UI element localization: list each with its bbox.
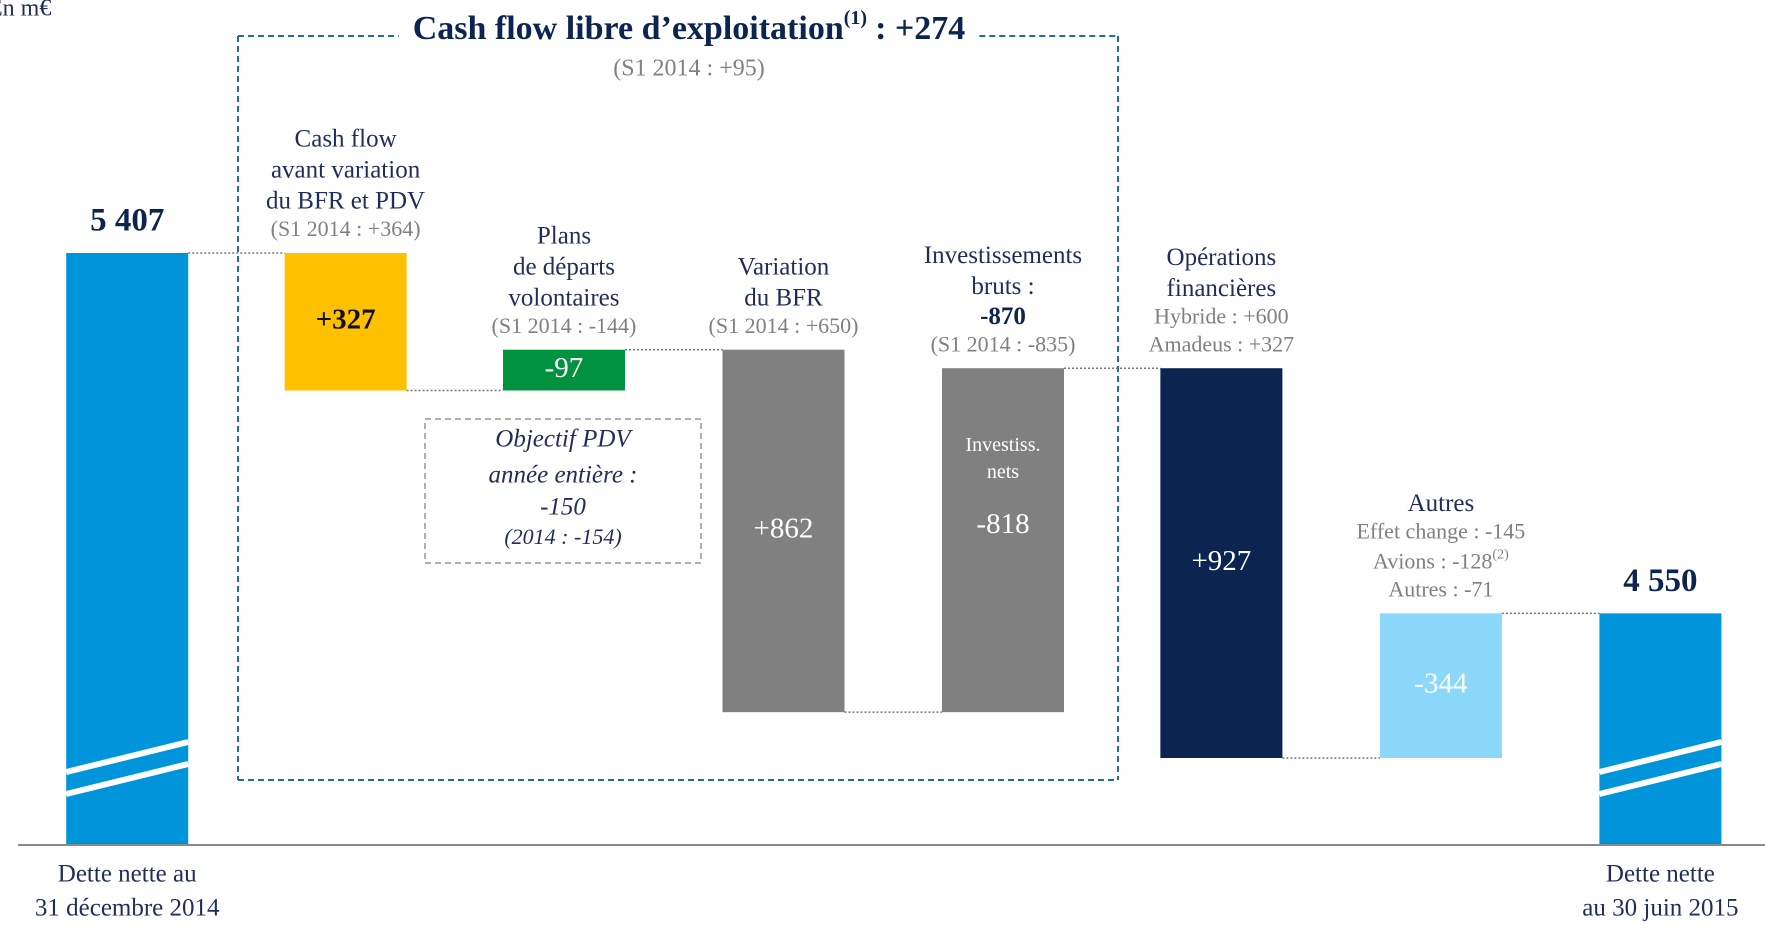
- title-suffix: : +274: [875, 10, 965, 47]
- title-main: Cash flow libre d’exploitation: [413, 10, 844, 47]
- value-label: +927: [1191, 545, 1251, 577]
- note-label: Effet change : -145: [1356, 518, 1525, 543]
- axis-break: [1598, 739, 1723, 775]
- title-note: (1): [844, 7, 867, 29]
- bar: [722, 349, 845, 713]
- category-label: Cash flow: [295, 126, 397, 153]
- bar: [284, 253, 407, 391]
- value-label: 5 407: [90, 203, 164, 239]
- note-sup: (2): [1492, 548, 1509, 563]
- bar: [1599, 613, 1722, 844]
- bar: [1379, 613, 1502, 758]
- category-label: volontaires: [508, 284, 619, 311]
- note-label: Autres : -71: [1388, 576, 1493, 601]
- subtitle: (S1 2014 : +95): [613, 56, 765, 82]
- bar: [1160, 368, 1283, 758]
- category-label: bruts :: [971, 273, 1034, 300]
- note-label: -870: [980, 303, 1026, 330]
- axis-break: [65, 739, 189, 775]
- note-label: Amadeus : +327: [1149, 331, 1295, 356]
- value-label: +862: [754, 513, 814, 545]
- category-label: Dette nette: [1606, 861, 1715, 888]
- axis-break: [65, 761, 189, 797]
- category-label: Variation: [738, 253, 830, 280]
- chart-title: Cash flow libre d’exploitation(1) : +274: [413, 7, 966, 47]
- value-label: 4 550: [1623, 563, 1697, 599]
- value-label: +327: [316, 303, 376, 335]
- note-label: (S1 2014 : +650): [709, 313, 859, 338]
- category-label: du BFR: [744, 284, 823, 311]
- note-label: Hybride : +600: [1154, 303, 1289, 328]
- category-label: Investissements: [924, 242, 1082, 269]
- note-label: (S1 2014 : -144): [492, 313, 637, 338]
- note-text: -870: [980, 303, 1026, 330]
- category-label: Dette nette au: [58, 861, 197, 888]
- bar: [502, 349, 625, 391]
- category-label: Autres: [1408, 490, 1475, 517]
- note-label: (S1 2014 : +364): [271, 216, 421, 241]
- category-label: au 30 juin 2015: [1582, 895, 1738, 922]
- note-text: Avions : -128: [1373, 548, 1492, 573]
- objective-text: année entière :: [489, 462, 638, 489]
- note-label: (S1 2014 : -835): [931, 331, 1076, 356]
- unit-label: En m€: [0, 0, 51, 22]
- category-label: financières: [1167, 275, 1277, 302]
- objective-text: Objectif PDV: [495, 426, 633, 453]
- category-label: Opérations: [1167, 244, 1277, 271]
- category-label: de départs: [513, 253, 615, 280]
- category-label: 31 décembre 2014: [35, 895, 220, 922]
- inner-label: Investiss.: [965, 434, 1040, 456]
- value-label: -344: [1414, 667, 1468, 699]
- objective-text: (2014 : -154): [504, 524, 621, 549]
- inner-label: nets: [987, 461, 1019, 483]
- value-label: -97: [545, 352, 584, 384]
- bar: [941, 368, 1064, 713]
- category-label: Plans: [537, 222, 591, 249]
- axis-break: [1598, 761, 1723, 797]
- category-label: avant variation: [271, 157, 421, 184]
- note-label: Avions : -128(2): [1373, 548, 1509, 574]
- category-label: du BFR et PDV: [266, 188, 425, 215]
- objective-text: -150: [540, 494, 586, 521]
- value-label: -818: [976, 508, 1029, 540]
